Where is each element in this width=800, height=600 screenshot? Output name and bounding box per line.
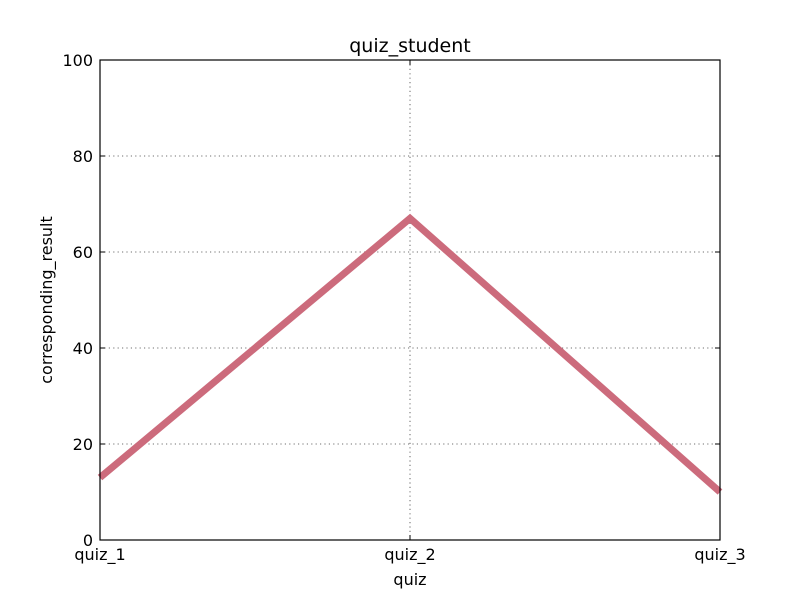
y-tick-label: 80 [73, 147, 93, 166]
chart-title: quiz_student [349, 35, 471, 57]
x-axis-label: quiz [393, 570, 426, 589]
grid-lines [100, 60, 720, 540]
y-tick-label: 0 [83, 531, 93, 550]
y-tick-label: 100 [62, 51, 93, 70]
x-tick-label: quiz_1 [74, 545, 125, 565]
y-tick-label: 20 [73, 435, 93, 454]
x-tick-label: quiz_2 [384, 545, 435, 565]
axis-ticks: 0 20 40 60 80 100 quiz_1 quiz_2 quiz_3 [62, 51, 745, 565]
x-tick-label: quiz_3 [694, 545, 745, 565]
y-tick-label: 60 [73, 243, 93, 262]
plot-area-frame [99, 59, 721, 541]
y-tick-label: 40 [73, 339, 93, 358]
y-axis-label: corresponding_result [37, 216, 57, 384]
data-point [409, 217, 411, 219]
